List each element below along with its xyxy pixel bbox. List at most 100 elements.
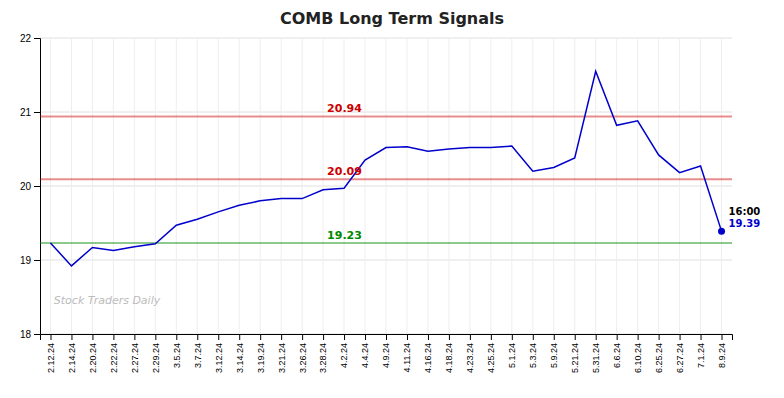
tick-label: 5.3.24	[528, 343, 538, 368]
grid-line	[679, 38, 680, 334]
tick-mark	[260, 334, 261, 340]
tick-mark	[113, 334, 114, 340]
grid-line	[553, 38, 554, 334]
grid-line	[448, 38, 449, 334]
grid-line	[574, 38, 575, 334]
tick: 3.12.24	[214, 334, 224, 373]
tick: 5.9.24	[549, 334, 559, 368]
tick-label: 6.25.24	[654, 343, 664, 373]
grid-line	[469, 38, 470, 334]
tick-label: 2.12.24	[46, 343, 56, 373]
grid-line	[595, 38, 596, 334]
grid-line	[239, 38, 240, 334]
tick: 3.26.24	[298, 334, 308, 373]
tick: 3.5.24	[172, 334, 182, 368]
grid-line	[134, 38, 135, 334]
tick-label: 4.2.24	[339, 343, 349, 368]
tick-mark	[344, 334, 345, 340]
grid-line	[490, 38, 491, 334]
tick-mark	[197, 334, 198, 340]
grid-line	[323, 38, 324, 334]
tick-mark	[533, 334, 534, 340]
grid-line	[427, 38, 428, 334]
tick: 4.11.24	[402, 334, 412, 372]
tick-label: 5.9.24	[549, 343, 559, 368]
tick-mark	[34, 112, 40, 113]
tick: 18	[20, 329, 40, 340]
tick: 7.1.24	[696, 334, 706, 368]
grid-line	[616, 38, 617, 334]
tick-mark	[449, 334, 450, 340]
tick: 4.23.24	[465, 334, 475, 373]
grid-line	[71, 38, 72, 334]
grid-line	[260, 38, 261, 334]
tick-mark	[239, 334, 240, 340]
tick-mark	[34, 334, 40, 335]
tick-label: 18	[20, 329, 32, 340]
tick: 3.19.24	[256, 334, 266, 373]
tick-mark	[575, 334, 576, 340]
plot: 18192021222.12.242.14.242.20.242.22.242.…	[20, 33, 761, 373]
tick-label: 21	[20, 107, 32, 118]
grid-line	[281, 38, 282, 334]
tick-label: 2.29.24	[151, 343, 161, 373]
tick-label: 2.22.24	[109, 343, 119, 373]
tick-label: 4.9.24	[381, 343, 391, 368]
end-label: 16:00	[729, 206, 761, 217]
tick-mark	[491, 334, 492, 340]
tick: 4.16.24	[423, 334, 433, 373]
tick-label: 20	[20, 181, 32, 192]
tick: 4.18.24	[444, 334, 454, 373]
tick-label: 4.4.24	[360, 343, 370, 368]
x-axis: 2.12.242.14.242.20.242.22.242.27.242.29.…	[41, 334, 733, 373]
tick: 4.2.24	[339, 334, 349, 368]
marks	[40, 71, 732, 266]
tick-label: 4.18.24	[444, 343, 454, 373]
watermark: Stock Traders Daily	[54, 294, 161, 307]
grid-line	[658, 38, 659, 334]
tick-label: 8.9.24	[717, 343, 727, 368]
tick-mark	[680, 334, 681, 340]
tick-mark	[659, 334, 660, 340]
tick: 2.22.24	[109, 334, 119, 373]
tick: 6.10.24	[633, 334, 643, 373]
title: COMB Long Term Signals	[280, 9, 504, 28]
tick-label: 4.23.24	[465, 343, 475, 373]
line	[50, 71, 721, 266]
tick: 3.28.24	[318, 334, 328, 373]
tick-mark	[155, 334, 156, 340]
tick-mark	[428, 334, 429, 340]
tick: 5.31.24	[591, 334, 601, 373]
tick-mark	[34, 260, 40, 261]
tick-mark	[407, 334, 408, 340]
annotations: 20.9420.0919.2316:0019.39Stock Traders D…	[54, 102, 761, 307]
tick: 2.29.24	[151, 334, 161, 373]
tick-label: 3.28.24	[318, 343, 328, 373]
tick-label: 2.14.24	[67, 343, 77, 373]
grid-line	[218, 38, 219, 334]
tick-label: 6.10.24	[633, 343, 643, 373]
tick-mark	[176, 334, 177, 340]
tick-mark	[386, 334, 387, 340]
tick: 3.7.24	[193, 334, 203, 368]
reference-label: 20.94	[327, 102, 362, 115]
tick-label: 3.26.24	[298, 343, 308, 373]
grid-line	[344, 38, 345, 334]
grid-line	[92, 38, 93, 334]
axis-line	[34, 39, 41, 335]
tick: 3.21.24	[277, 334, 287, 373]
tick-mark	[281, 334, 282, 340]
tick: 2.20.24	[88, 334, 98, 373]
end-value-label: 19.39	[729, 218, 761, 229]
grid-line	[197, 38, 198, 334]
tick-label: 3.5.24	[172, 343, 182, 368]
tick-mark	[365, 334, 366, 340]
y-axis: 1819202122	[20, 33, 41, 340]
tick: 2.14.24	[67, 334, 77, 373]
tick-label: 3.12.24	[214, 343, 224, 373]
grid	[40, 38, 732, 334]
tick-mark	[722, 334, 723, 340]
tick: 6.25.24	[654, 334, 664, 373]
tick-label: 4.16.24	[423, 343, 433, 373]
tick: 22	[20, 33, 40, 44]
